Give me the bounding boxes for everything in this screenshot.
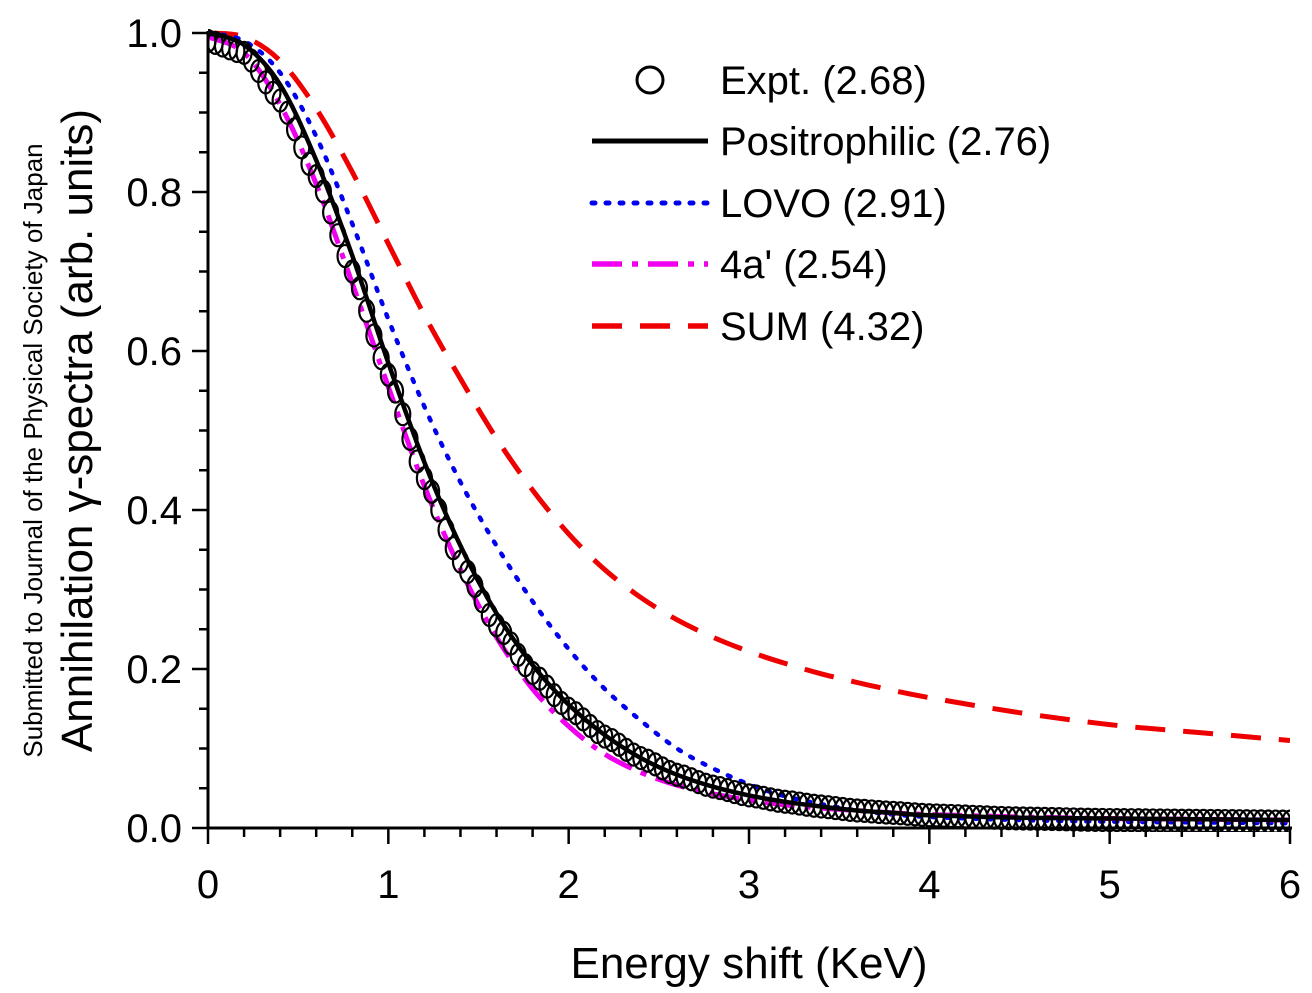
data-point [430,497,448,523]
x-tick-label: 6 [1279,863,1301,907]
axis-ticks [192,31,1292,844]
data-point [329,223,347,248]
x-axis-title: Energy shift (KeV) [570,939,927,988]
x-tick-label: 0 [197,863,219,907]
legend-marker [635,65,665,95]
legend-label: LOVO (2.91) [720,182,947,226]
data-point [596,724,614,749]
tick-labels: 0 1 2 3 4 5 6 0.0 0.2 0.4 0.6 0.8 1.0 [126,12,1301,907]
data-point [437,517,455,542]
data-point [386,379,405,404]
data-point [293,135,311,160]
series-0 [208,29,1290,832]
y-tick-label: 0.4 [126,489,182,533]
y-tick-label: 1.0 [126,12,182,56]
series-layer [208,29,1290,832]
data-point [314,179,333,204]
data-point [646,752,664,777]
legend: Expt. (2.68) Positrophilic (2.76) LOVO (2.… [589,59,1051,349]
data-point [358,298,376,323]
y-tick-label: 0.2 [126,648,182,692]
x-tick-label: 5 [1099,863,1121,907]
x-tick-label: 2 [558,863,580,907]
x-tick-label: 3 [738,863,760,907]
data-point [394,402,412,427]
legend-item: LOVO (2.91) [589,182,947,226]
data-point [322,200,340,225]
series-line [208,30,1290,743]
data-point [1274,809,1290,832]
data-point [1281,809,1290,832]
legend-label: Positrophilic (2.76) [720,120,1051,164]
legend-item: SUM (4.32) [592,305,925,349]
data-point [350,276,369,301]
data-point [285,117,304,142]
side-note: Submitted to Journal of the Physical Soc… [18,143,48,757]
y-tick-label: 0.0 [126,807,182,851]
y-tick-label: 0.6 [126,330,182,374]
legend-label: Expt. (2.68) [720,59,927,103]
legend-item: Positrophilic (2.76) [592,120,1051,164]
data-point [228,38,246,64]
series-4 [208,30,1290,743]
y-axis-title: Annihilation γ-spectra (arb. units) [53,109,102,752]
legend-item: Expt. (2.68) [635,59,927,103]
x-tick-label: 4 [918,863,940,907]
data-point [401,426,419,451]
data-point [365,323,383,348]
data-point [639,748,657,773]
legend-label: SUM (4.32) [720,305,925,349]
legend-label: 4a' (2.54) [720,243,888,287]
data-point [423,479,441,504]
x-tick-label: 1 [377,863,399,907]
y-tick-label: 0.8 [126,171,182,215]
legend-item: 4a' (2.54) [592,243,888,287]
